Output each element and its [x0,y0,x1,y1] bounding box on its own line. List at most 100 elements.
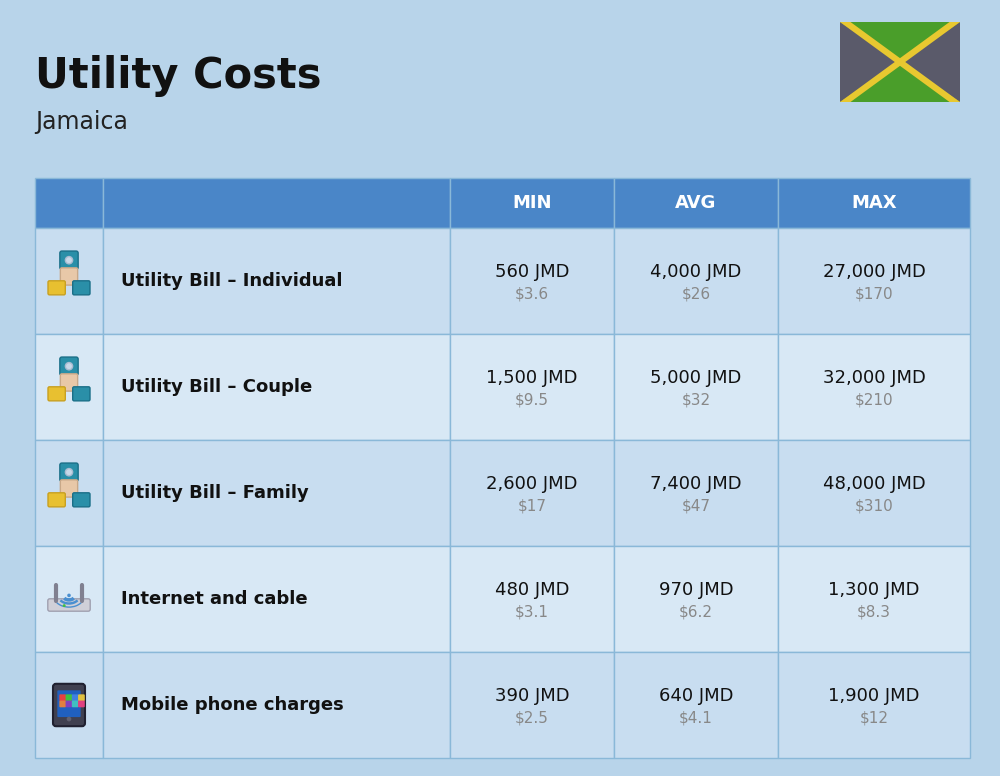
Bar [35,334,103,440]
Bar [450,440,614,546]
Text: $4.1: $4.1 [679,711,713,726]
Bar [35,440,103,546]
Text: 5,000 JMD: 5,000 JMD [650,369,742,387]
Bar [35,652,103,758]
Circle shape [65,257,73,264]
Bar [614,334,778,440]
Text: $170: $170 [855,286,893,302]
Text: AVG: AVG [675,194,717,212]
Text: $6.2: $6.2 [679,605,713,619]
Polygon shape [840,22,960,62]
Text: $3.1: $3.1 [515,605,549,619]
Bar [614,440,778,546]
Text: Internet and cable: Internet and cable [121,590,308,608]
Text: $3.6: $3.6 [515,286,549,302]
Text: $9.5: $9.5 [515,393,549,407]
Text: $210: $210 [855,393,893,407]
FancyBboxPatch shape [60,480,78,497]
Text: Utility Bill – Couple: Utility Bill – Couple [121,378,312,396]
FancyBboxPatch shape [57,691,81,717]
Polygon shape [840,62,960,102]
FancyBboxPatch shape [73,386,90,401]
Text: $47: $47 [682,498,710,514]
Bar [103,652,450,758]
Text: 27,000 JMD: 27,000 JMD [823,263,925,281]
Text: MAX: MAX [851,194,897,212]
FancyBboxPatch shape [48,281,65,295]
Bar [614,652,778,758]
Text: $32: $32 [681,393,711,407]
Bar [614,228,778,334]
Text: Utility Costs: Utility Costs [35,55,322,97]
Polygon shape [840,22,900,102]
Bar [778,178,970,228]
Bar [614,178,778,228]
Text: 1,900 JMD: 1,900 JMD [828,687,920,705]
Bar [35,178,103,228]
Bar [778,546,970,652]
Bar [103,228,450,334]
Bar [450,652,614,758]
Bar [450,546,614,652]
Circle shape [63,605,66,607]
FancyBboxPatch shape [73,493,90,507]
Polygon shape [840,22,960,102]
Text: 32,000 JMD: 32,000 JMD [823,369,925,387]
Text: 390 JMD: 390 JMD [495,687,569,705]
Bar [35,546,103,652]
Text: 48,000 JMD: 48,000 JMD [823,475,925,493]
Polygon shape [900,22,960,102]
FancyBboxPatch shape [48,493,65,507]
Bar [103,334,450,440]
Text: Jamaica: Jamaica [35,110,128,134]
Text: 480 JMD: 480 JMD [495,581,569,599]
FancyBboxPatch shape [60,463,78,481]
Text: Utility Bill – Individual: Utility Bill – Individual [121,272,342,290]
Text: 1,500 JMD: 1,500 JMD [486,369,578,387]
FancyBboxPatch shape [78,701,85,707]
FancyBboxPatch shape [59,701,66,707]
FancyBboxPatch shape [66,695,72,701]
Text: Mobile phone charges: Mobile phone charges [121,696,344,714]
Bar [450,228,614,334]
Polygon shape [840,22,960,102]
Text: 7,400 JMD: 7,400 JMD [650,475,742,493]
Text: 4,000 JMD: 4,000 JMD [650,263,742,281]
FancyBboxPatch shape [78,695,85,701]
FancyBboxPatch shape [48,386,65,401]
Text: $310: $310 [855,498,893,514]
Text: 560 JMD: 560 JMD [495,263,569,281]
Text: 640 JMD: 640 JMD [659,687,733,705]
Text: MIN: MIN [512,194,552,212]
Circle shape [65,362,73,370]
FancyBboxPatch shape [66,701,72,707]
Text: $12: $12 [860,711,889,726]
Bar [614,546,778,652]
Text: $26: $26 [681,286,711,302]
Bar [450,178,614,228]
FancyBboxPatch shape [60,357,78,376]
Circle shape [65,469,73,476]
Text: 1,300 JMD: 1,300 JMD [828,581,920,599]
Bar [778,334,970,440]
Text: 970 JMD: 970 JMD [659,581,733,599]
Circle shape [67,717,71,722]
FancyBboxPatch shape [48,599,90,611]
Bar [103,546,450,652]
Bar [35,228,103,334]
FancyBboxPatch shape [73,281,90,295]
Text: $8.3: $8.3 [857,605,891,619]
Bar [778,440,970,546]
FancyBboxPatch shape [60,268,78,285]
Text: 2,600 JMD: 2,600 JMD [486,475,578,493]
Bar [103,440,450,546]
Bar [450,334,614,440]
FancyBboxPatch shape [59,695,66,701]
FancyBboxPatch shape [53,684,85,726]
FancyBboxPatch shape [72,695,79,701]
FancyBboxPatch shape [72,701,79,707]
Bar [103,178,450,228]
FancyBboxPatch shape [60,251,78,269]
Bar [778,652,970,758]
Text: $2.5: $2.5 [515,711,549,726]
